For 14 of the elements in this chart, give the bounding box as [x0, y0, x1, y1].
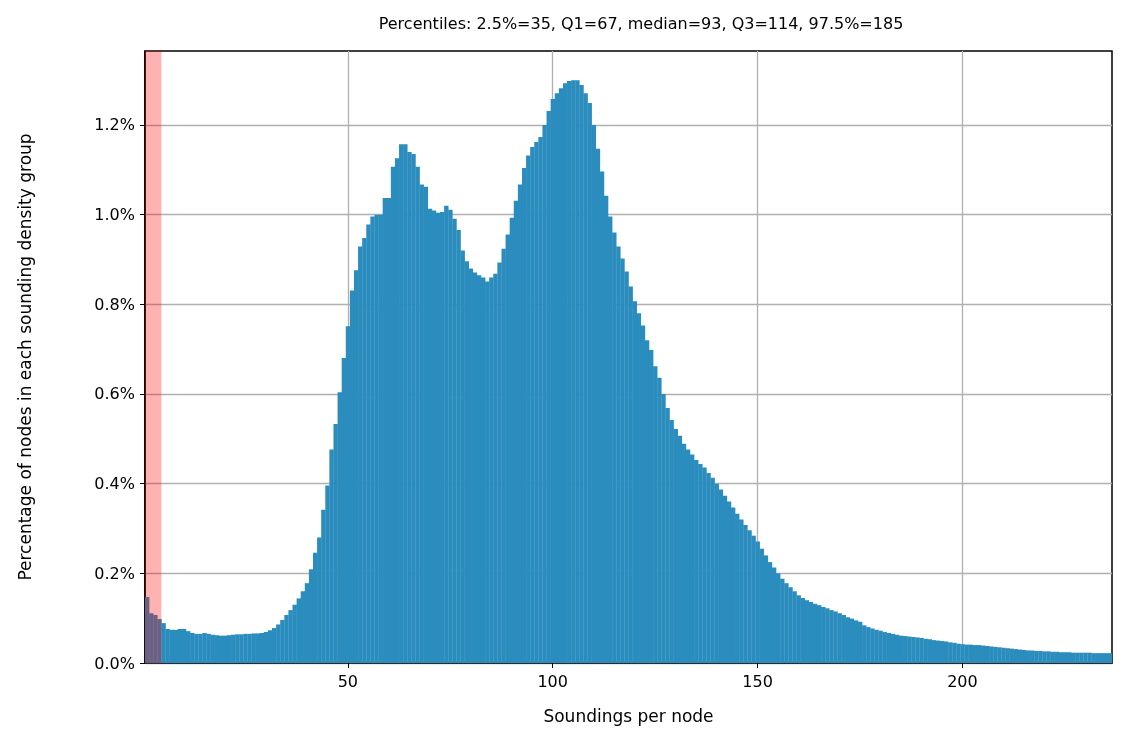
x-tick-label: 200 [947, 671, 978, 691]
chart-title: Percentiles: 2.5%=35, Q1=67, median=93, Q3=114, 97.5%=185 [378, 13, 904, 33]
y-tick-label: 0.4% [94, 474, 135, 494]
y-axis-title: Percentage of nodes in each sounding density group [14, 133, 35, 581]
y-tick-label: 1.2% [94, 115, 135, 135]
x-tick-label: 100 [537, 671, 568, 691]
x-tick-label: 150 [742, 671, 773, 691]
x-tick-label: 50 [337, 671, 358, 691]
y-tick-label: 0.0% [94, 653, 135, 673]
x-axis-title: Soundings per node [543, 705, 714, 726]
y-tick-label: 1.0% [94, 205, 135, 225]
y-tick-label: 0.8% [94, 294, 135, 314]
y-tick-label: 0.2% [94, 563, 135, 583]
y-tick-label: 0.6% [94, 384, 135, 404]
